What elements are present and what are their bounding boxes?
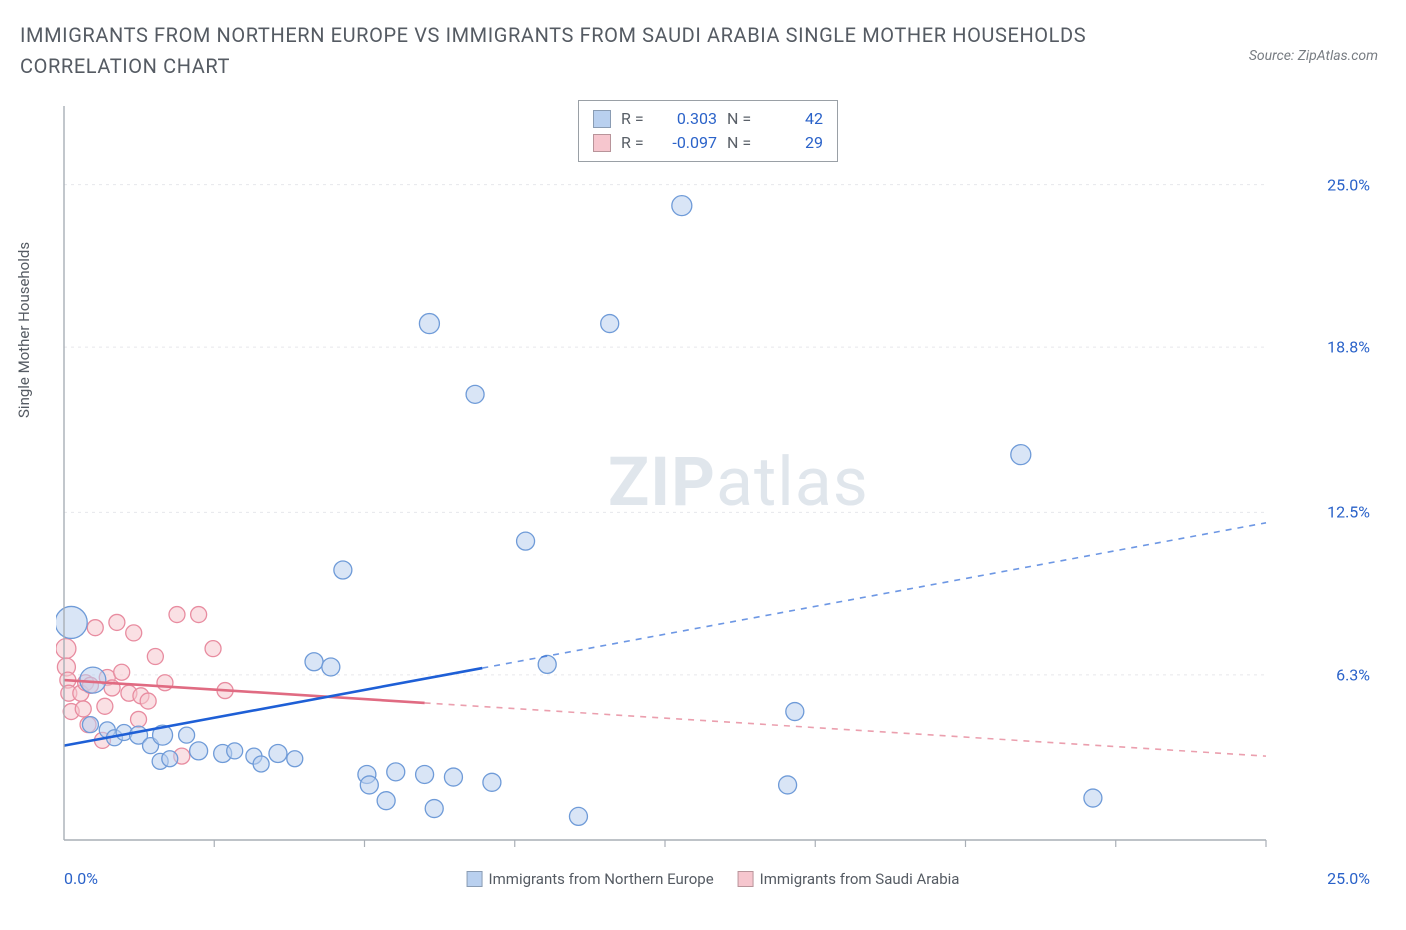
stats-r-b: -0.097 [661, 131, 717, 155]
square-icon [593, 110, 611, 128]
legend-label-b: Immigrants from Saudi Arabia [760, 870, 960, 888]
stats-n-a: 42 [767, 107, 823, 131]
stats-row-series-b: R = -0.097 N = 29 [593, 131, 823, 155]
y-tick-labels: 6.3% 12.5% 18.8% 25.0% [1288, 102, 1378, 862]
chart-area: Single Mother Households ZIPatlas R = 0.… [48, 102, 1378, 892]
y-axis-label: Single Mother Households [15, 242, 33, 418]
square-icon [593, 134, 611, 152]
square-icon [467, 871, 483, 887]
x-axis-legend: Immigrants from Northern Europe Immigran… [467, 870, 960, 888]
x-tick-start: 0.0% [64, 869, 98, 888]
chart-title: IMMIGRANTS FROM NORTHERN EUROPE VS IMMIG… [20, 20, 1130, 82]
stats-legend-box: R = 0.303 N = 42 R = -0.097 N = 29 [578, 100, 838, 162]
stats-row-series-a: R = 0.303 N = 42 [593, 107, 823, 131]
n-label: N = [727, 107, 757, 131]
r-label: R = [621, 107, 651, 131]
y-tick-label: 6.3% [1336, 665, 1370, 684]
stats-n-b: 29 [767, 131, 823, 155]
legend-item-series-b: Immigrants from Saudi Arabia [738, 870, 960, 888]
x-tick-end: 25.0% [1327, 869, 1370, 888]
stats-r-a: 0.303 [661, 107, 717, 131]
y-tick-label: 12.5% [1327, 503, 1370, 522]
legend-item-series-a: Immigrants from Northern Europe [467, 870, 714, 888]
y-tick-label: 25.0% [1327, 175, 1370, 194]
r-label: R = [621, 131, 651, 155]
scatter-plot [56, 102, 1270, 862]
n-label: N = [727, 131, 757, 155]
y-tick-label: 18.8% [1327, 338, 1370, 357]
source-label: Source: ZipAtlas.com [1249, 20, 1378, 64]
square-icon [738, 871, 754, 887]
legend-label-a: Immigrants from Northern Europe [489, 870, 714, 888]
